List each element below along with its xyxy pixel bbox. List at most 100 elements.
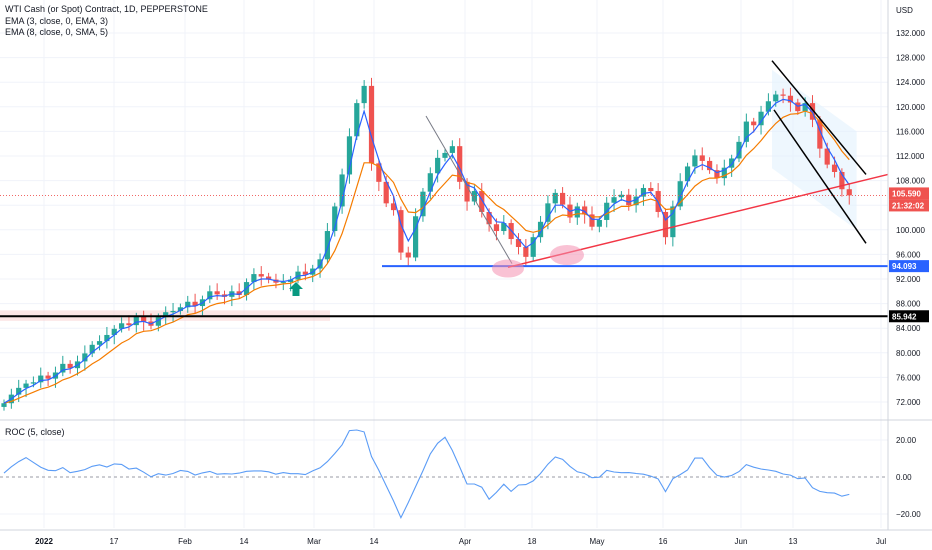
candle-body bbox=[82, 353, 88, 362]
candle-body bbox=[809, 103, 816, 120]
candle-body bbox=[368, 85, 375, 164]
price-tick-label: 76.000 bbox=[896, 373, 921, 382]
candle-body bbox=[427, 173, 433, 192]
candle-body bbox=[16, 387, 22, 395]
ema-slow-line bbox=[3, 110, 850, 404]
time-tick-label: 14 bbox=[240, 537, 249, 546]
price-tick-label: 72.000 bbox=[896, 398, 921, 407]
candle-body bbox=[89, 344, 95, 354]
candle-body bbox=[699, 155, 705, 161]
candle-body bbox=[523, 247, 529, 257]
candle-body bbox=[288, 279, 294, 283]
candle-body bbox=[589, 214, 595, 227]
candle-body bbox=[449, 146, 455, 153]
candle-body bbox=[111, 328, 117, 335]
candle-body bbox=[677, 181, 683, 207]
candle-body bbox=[537, 221, 544, 238]
candle-body bbox=[692, 155, 698, 167]
candle-body bbox=[824, 148, 830, 165]
candle-body bbox=[258, 274, 264, 277]
candle-body bbox=[758, 111, 764, 126]
candle-body bbox=[280, 282, 286, 284]
candle-body bbox=[743, 121, 749, 142]
candle-body bbox=[38, 375, 44, 383]
candle-body bbox=[582, 206, 588, 215]
candles bbox=[1, 77, 852, 411]
time-tick-label: Apr bbox=[459, 537, 472, 546]
support-2-tag: 85.942 bbox=[892, 312, 917, 321]
roc-panel-plot bbox=[0, 429, 888, 520]
candle-body bbox=[817, 119, 823, 149]
price-tick-label: 88.000 bbox=[896, 300, 921, 309]
candle-body bbox=[332, 206, 338, 232]
roc-tick-label: 20.00 bbox=[896, 436, 917, 445]
candle-body bbox=[67, 363, 73, 369]
candle-body bbox=[317, 259, 323, 269]
time-tick-label: 17 bbox=[110, 537, 119, 546]
candle-body bbox=[729, 158, 735, 168]
support-2-tag-bg bbox=[889, 310, 929, 323]
candle-body bbox=[413, 216, 419, 258]
time-tick-label: 16 bbox=[659, 537, 668, 546]
support-1-tag-bg bbox=[889, 260, 929, 273]
candle-body bbox=[141, 316, 147, 322]
candle-body bbox=[765, 101, 771, 112]
indicator-ema-slow[interactable]: EMA (8, close, 0, SMA, 5) bbox=[5, 27, 109, 37]
candle-body bbox=[420, 191, 426, 217]
grid-lines bbox=[0, 0, 888, 528]
candle-body bbox=[662, 211, 669, 238]
candle-body bbox=[846, 189, 852, 196]
candle-body bbox=[618, 194, 624, 198]
price-tick-label: 124.000 bbox=[896, 78, 925, 87]
roc-legend[interactable]: ROC (5, close) bbox=[5, 427, 65, 437]
price-tick-label: 92.000 bbox=[896, 275, 921, 284]
candle-body bbox=[354, 103, 360, 137]
candle-body bbox=[442, 152, 448, 158]
price-tick-label: 112.000 bbox=[896, 152, 925, 161]
candle-body bbox=[714, 170, 720, 179]
candle-body bbox=[736, 141, 742, 159]
candle-body bbox=[45, 375, 51, 379]
candle-body bbox=[266, 276, 272, 280]
last-price-tag: 105.590 bbox=[892, 189, 921, 198]
time-tick-label: 13 bbox=[789, 537, 798, 546]
candle-body bbox=[163, 312, 169, 318]
ema-lines bbox=[3, 98, 850, 404]
candle-body bbox=[670, 206, 676, 238]
bottom-marker-1 bbox=[492, 259, 524, 278]
time-tick-label: Jul bbox=[876, 537, 886, 546]
price-tick-label: 96.000 bbox=[896, 250, 921, 259]
candle-body bbox=[552, 192, 558, 204]
candle-body bbox=[721, 167, 727, 179]
candle-body bbox=[479, 191, 485, 212]
candle-body bbox=[60, 363, 66, 373]
price-tags: 105.590 21:32:02 94.093 85.942 bbox=[889, 187, 929, 323]
candle-body bbox=[684, 166, 691, 182]
candle-body bbox=[214, 291, 220, 295]
candle-body bbox=[545, 203, 551, 222]
price-tick-label: 80.000 bbox=[896, 349, 921, 358]
candle-body bbox=[707, 160, 713, 171]
candle-body bbox=[104, 334, 110, 342]
support-1-tag: 94.093 bbox=[892, 262, 917, 271]
candle-body bbox=[96, 341, 103, 345]
price-tick-label: 108.000 bbox=[896, 177, 925, 186]
candle-body bbox=[236, 291, 242, 295]
channel-shade bbox=[772, 69, 857, 230]
countdown-tag: 21:32:02 bbox=[892, 201, 925, 210]
candle-body bbox=[302, 271, 308, 275]
candle-body bbox=[464, 181, 470, 202]
candle-body bbox=[773, 94, 779, 102]
ema-fast-line bbox=[3, 98, 850, 404]
candle-body bbox=[802, 103, 808, 112]
candle-body bbox=[626, 194, 632, 206]
candle-body bbox=[839, 171, 845, 190]
candle-body bbox=[596, 219, 602, 227]
candle-body bbox=[471, 191, 477, 202]
candle-body bbox=[787, 95, 794, 103]
candle-body bbox=[435, 157, 441, 174]
candle-body bbox=[501, 223, 507, 232]
indicator-ema-fast[interactable]: EMA (3, close, 0, EMA, 3) bbox=[5, 15, 109, 26]
candle-body bbox=[648, 187, 654, 192]
